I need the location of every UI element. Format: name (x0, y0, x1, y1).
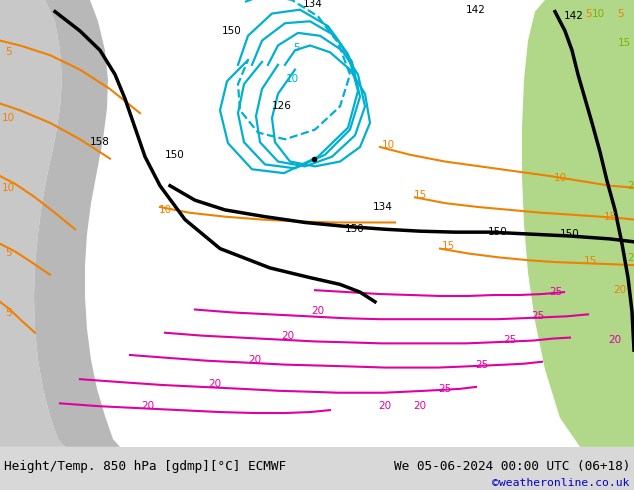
Text: 142: 142 (564, 11, 584, 22)
Text: 10: 10 (158, 205, 172, 215)
Text: 25: 25 (531, 311, 545, 321)
Text: 5: 5 (617, 8, 623, 19)
Text: 150: 150 (222, 26, 242, 36)
Text: 10: 10 (382, 140, 394, 150)
Text: 5: 5 (4, 47, 11, 57)
Polygon shape (0, 0, 65, 447)
Text: 126: 126 (272, 101, 292, 111)
Text: 20: 20 (209, 379, 221, 389)
Text: 20: 20 (141, 401, 155, 411)
Text: 20: 20 (628, 181, 634, 191)
Text: 10: 10 (553, 173, 567, 183)
Text: 10: 10 (285, 74, 299, 84)
Text: 15: 15 (441, 241, 455, 251)
Text: 142: 142 (466, 5, 486, 15)
Text: 10: 10 (1, 183, 15, 193)
Text: 20: 20 (249, 355, 262, 365)
Text: 150: 150 (165, 150, 185, 160)
Text: 25: 25 (438, 384, 451, 394)
Text: 134: 134 (373, 202, 393, 212)
Text: 134: 134 (303, 0, 323, 9)
Text: 5: 5 (4, 248, 11, 258)
Text: 25: 25 (550, 287, 562, 297)
Text: 15: 15 (583, 256, 597, 266)
Text: 10: 10 (592, 8, 605, 19)
Polygon shape (420, 0, 634, 447)
Text: 20: 20 (609, 336, 621, 345)
Text: 25: 25 (476, 360, 489, 369)
Text: 15: 15 (618, 38, 631, 48)
Text: ©weatheronline.co.uk: ©weatheronline.co.uk (493, 478, 630, 488)
Text: 20: 20 (614, 285, 626, 295)
Text: 150: 150 (560, 229, 580, 239)
Text: 25: 25 (503, 336, 517, 345)
Text: 20: 20 (413, 401, 427, 411)
Text: 5: 5 (585, 8, 592, 19)
Text: 150: 150 (345, 224, 365, 234)
Text: 20: 20 (311, 306, 325, 317)
Text: Height/Temp. 850 hPa [gdmp][°C] ECMWF: Height/Temp. 850 hPa [gdmp][°C] ECMWF (4, 460, 286, 473)
Text: 15: 15 (604, 212, 617, 221)
Text: 158: 158 (90, 137, 110, 147)
Polygon shape (34, 0, 120, 447)
Text: 20: 20 (628, 253, 634, 263)
Text: We 05-06-2024 00:00 UTC (06+18): We 05-06-2024 00:00 UTC (06+18) (394, 460, 630, 473)
Text: 5: 5 (293, 43, 299, 53)
Text: 10: 10 (1, 113, 15, 123)
Text: 5: 5 (4, 308, 11, 318)
FancyBboxPatch shape (0, 447, 634, 490)
Text: 150: 150 (488, 227, 508, 237)
Text: 15: 15 (413, 191, 427, 200)
Text: 20: 20 (281, 331, 295, 341)
Text: 20: 20 (378, 401, 392, 411)
